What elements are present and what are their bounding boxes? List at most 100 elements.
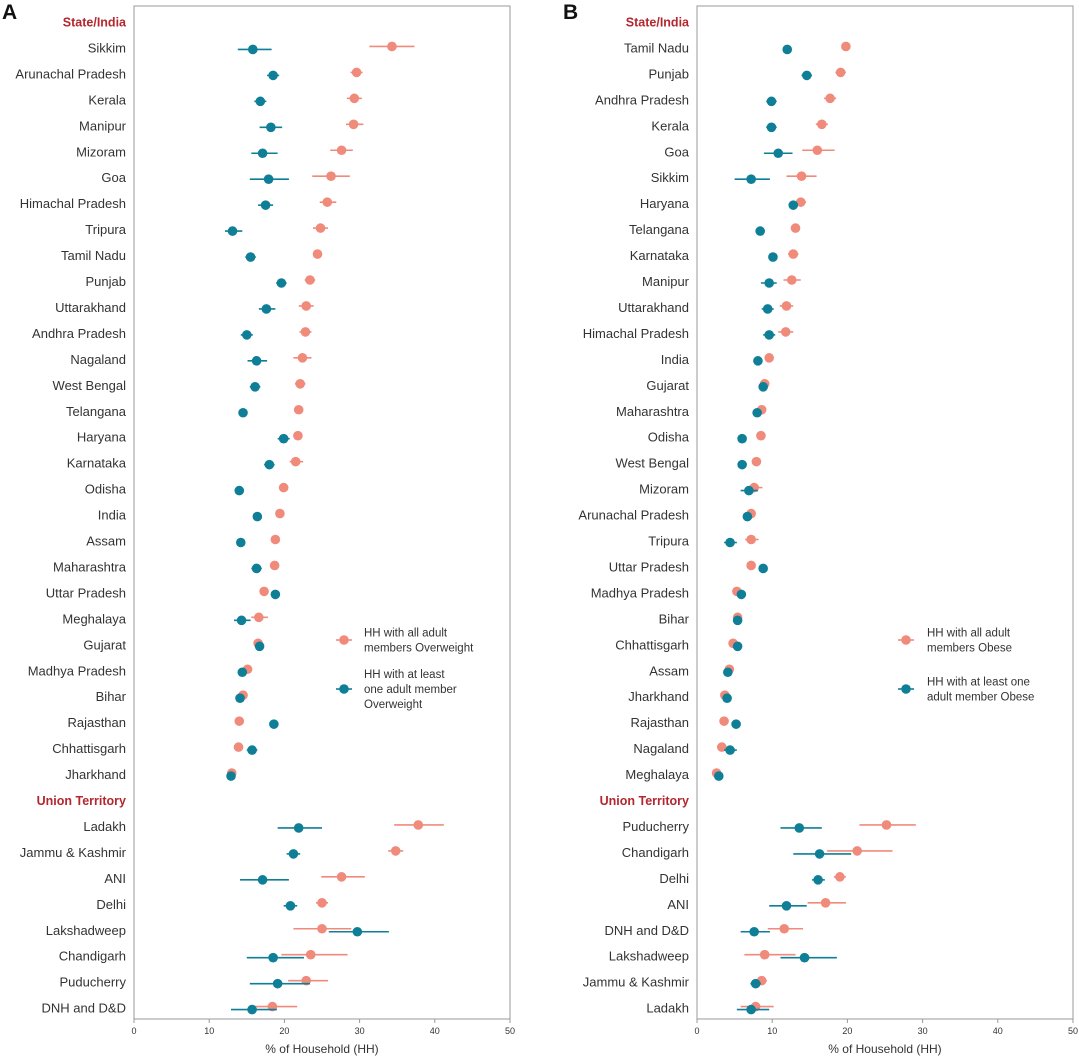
category-label: Tripura [85, 222, 126, 237]
x-tick-label: 30 [355, 1026, 365, 1036]
category-label: Sikkim [651, 170, 689, 185]
category-label: Jharkhand [65, 767, 126, 782]
point-series-b [764, 278, 774, 288]
chart-panel-b: B State/India Tamil Nadu Punjab Andhra Prade… [563, 1, 1078, 1056]
section-heading: Union Territory [37, 794, 126, 808]
category-label: Uttarakhand [55, 300, 126, 315]
point-series-b [254, 641, 265, 652]
category-label: Arunachal Pradesh [578, 508, 689, 523]
point-series-b [781, 901, 792, 911]
category-label: Jammu & Kashmir [20, 845, 127, 860]
category-label: Telangana [629, 222, 690, 237]
category-label: ANI [104, 871, 126, 886]
point-series-a [781, 301, 792, 311]
point-series-a [351, 67, 362, 78]
point-series-a [835, 67, 846, 78]
category-label: Goa [664, 144, 689, 159]
point-series-b [764, 330, 774, 340]
category-label: Rajasthan [67, 715, 126, 730]
category-label: Goa [101, 170, 126, 185]
point-series-b [235, 537, 246, 548]
point-series-b [248, 44, 258, 55]
category-label: Manipur [642, 274, 690, 289]
point-series-a [780, 327, 791, 337]
point-series-a [841, 41, 851, 52]
point-series-a [349, 93, 360, 104]
point-series-a [336, 145, 347, 156]
point-series-b [268, 952, 278, 963]
point-series-a [297, 353, 308, 363]
category-label: Delhi [96, 897, 126, 912]
x-tick-label: 30 [918, 1026, 928, 1036]
point-series-b [755, 226, 765, 236]
point-series-a [817, 119, 827, 130]
point-series-a [746, 534, 756, 545]
category-label: Nagaland [633, 741, 689, 756]
category-label: Chandigarh [622, 845, 689, 860]
legend-label: Overweight [364, 699, 423, 711]
point-series-a [790, 223, 801, 233]
category-label: Himachal Pradesh [583, 326, 689, 341]
point-series-a [764, 353, 774, 363]
category-label: Puducherry [623, 819, 690, 834]
point-series-b [245, 252, 256, 262]
category-label: Karnataka [630, 248, 690, 263]
category-label: Rajasthan [630, 715, 689, 730]
category-label: Ladakh [83, 819, 126, 834]
point-series-b [250, 382, 260, 392]
point-series-a [312, 249, 323, 259]
x-tick-label: 10 [767, 1026, 777, 1036]
x-axis-title: % of Household (HH) [828, 1042, 941, 1056]
category-label: Haryana [640, 196, 690, 211]
x-axis-title: % of Household (HH) [265, 1042, 378, 1056]
x-tick-label: 50 [505, 1026, 515, 1036]
point-series-b [252, 511, 263, 522]
category-label: Mizoram [639, 482, 689, 497]
plot-frame [696, 5, 1074, 1020]
category-label: Uttarakhand [618, 300, 689, 315]
category-label: Puducherry [60, 975, 127, 990]
category-label: Sikkim [88, 40, 126, 55]
point-series-b [714, 771, 724, 781]
section-heading: Union Territory [600, 794, 689, 808]
category-label: Arunachal Pradesh [15, 66, 126, 81]
category-label: Andhra Pradesh [32, 326, 126, 341]
legend-label: members Obese [927, 643, 1012, 655]
category-label: Odisha [648, 430, 690, 445]
point-series-a [812, 145, 823, 156]
point-series-a [852, 846, 862, 856]
point-series-b [737, 433, 747, 444]
point-series-a [254, 612, 264, 623]
chart-panel-a: A State/India Sikkim Arunachal Pradesh Keral… [2, 1, 515, 1056]
legend: HH with all adult members Obese HH with at… [898, 628, 1034, 704]
point-series-a [820, 898, 831, 908]
point-series-a [234, 716, 245, 726]
legend-label: members Overweight [364, 643, 474, 655]
point-series-b [238, 407, 248, 418]
category-label: Kerala [88, 92, 126, 107]
category-label: Maharashtra [53, 559, 127, 574]
category-label: Madhya Pradesh [28, 663, 126, 678]
point-series-a [315, 223, 326, 233]
point-series-b [234, 485, 245, 496]
point-series-a [795, 197, 806, 207]
category-label: Gujarat [646, 378, 689, 393]
category-label: Uttar Pradesh [609, 559, 689, 574]
x-tick-label: 40 [430, 1026, 440, 1036]
category-label: Jammu & Kashmir [583, 975, 690, 990]
point-series-a [719, 716, 729, 726]
point-series-b [737, 459, 747, 470]
category-label: Bihar [96, 689, 127, 704]
category-label: Madhya Pradesh [591, 585, 689, 600]
panel-letter: B [563, 1, 578, 24]
point-series-b [722, 693, 732, 703]
point-series-b [352, 926, 363, 937]
category-label: Chhattisgarh [615, 637, 689, 652]
point-series-b [247, 745, 257, 755]
legend-label: one adult member [364, 684, 457, 696]
category-label: Punjab [86, 274, 126, 289]
point-series-a [746, 560, 756, 571]
point-series-a [259, 586, 269, 597]
category-label: Lakshadweep [609, 949, 689, 964]
